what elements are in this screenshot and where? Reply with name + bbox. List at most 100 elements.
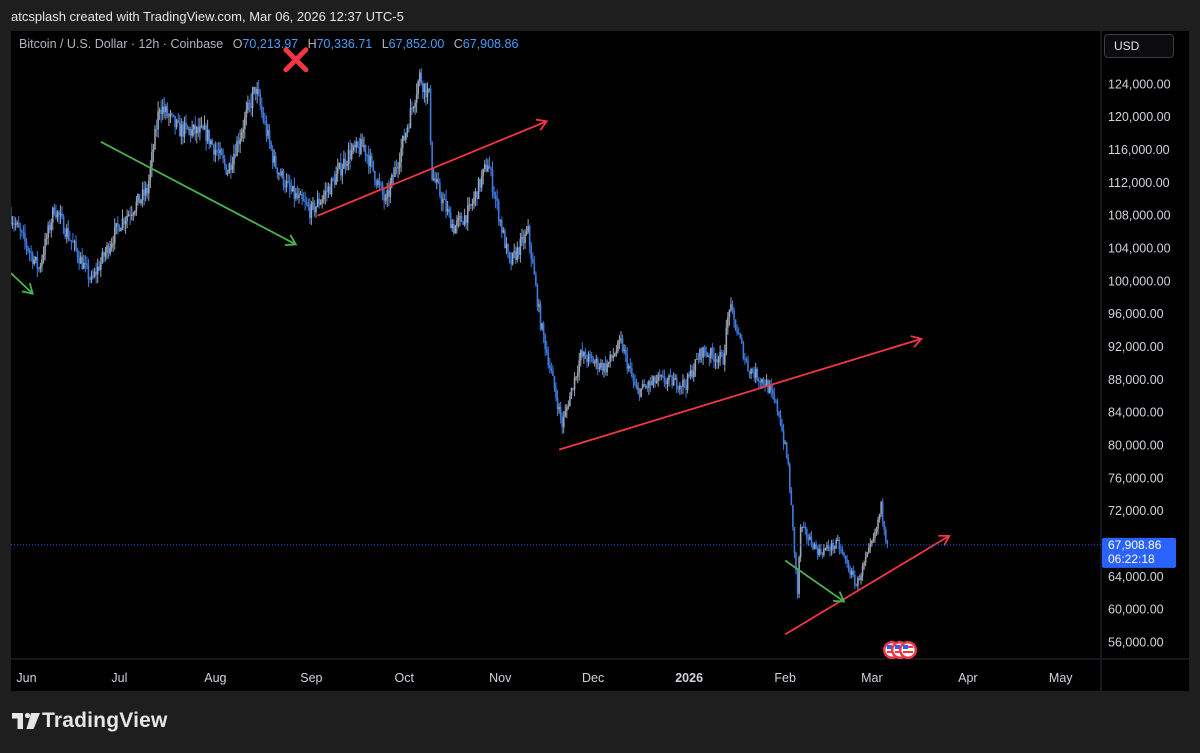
candle-body [333,178,336,185]
currency-button[interactable]: USD [1104,34,1174,58]
candle-body [614,354,616,357]
candle-body [849,570,851,575]
candle-body [699,348,701,360]
candle-body [161,106,164,115]
candle-body [112,243,114,245]
candle-body [758,380,760,382]
time-tick-label: 2026 [675,671,703,685]
candle-body [189,129,192,136]
candle-body [860,575,862,581]
candle-body [480,175,483,188]
candle-body [30,252,32,254]
green-trendline [11,272,34,295]
candle-body [69,239,71,241]
candle-body [459,216,461,218]
candle-body [443,199,446,201]
high-value: 70,336.71 [316,37,373,51]
candle-body [542,323,545,336]
candle-body [321,199,324,203]
candle-body [274,156,277,168]
candle-body [259,94,262,106]
candle-body [655,380,658,384]
candle-body [327,186,330,192]
candle-body [387,190,390,197]
candle-body [748,370,751,375]
candle-body [367,155,370,167]
candle-body [562,416,565,428]
candle-body [640,388,642,397]
candle-body [802,526,805,528]
candle-body [383,194,385,201]
price-tick-label: 108,000.00 [1108,209,1171,223]
candle-body [675,377,678,389]
chart-panel[interactable]: 128,000.00124,000.00120,000.00116,000.00… [11,31,1189,691]
candle-body [762,379,765,384]
price-tick-label: 84,000.00 [1108,406,1164,420]
time-tick-label: Nov [489,671,512,685]
candle-body [843,552,845,557]
candle-body [833,546,836,549]
candle-body [58,211,60,216]
candle-body [728,310,731,318]
candle-body [679,385,681,390]
candle-body [398,162,401,168]
candle-body [600,362,602,368]
candle-body [355,141,358,148]
candle-body [634,381,636,385]
candle-body [867,547,870,553]
candle-body [408,127,410,129]
candle-body [490,168,492,171]
candle-body [222,154,224,159]
green-trendline-arrowhead [832,591,846,603]
candle-body [761,379,763,383]
candle-body [163,106,166,113]
candle-body [533,262,536,275]
candle-body [256,88,258,95]
candle-body [24,232,26,242]
candle-body [446,208,449,212]
candle-body [121,218,124,229]
price-tick-label: 120,000.00 [1108,110,1171,124]
candle-body [310,203,313,218]
candle-body [358,146,361,154]
tradingview-logo: TradingView [12,709,168,733]
candle-body [880,502,882,515]
candle-body [157,111,159,130]
candle-body [631,368,633,377]
candle-body [846,559,848,564]
candle-body [751,369,754,373]
candle-body [123,218,125,225]
candle-body [233,153,235,165]
candle-body [151,152,153,167]
candle-body [601,362,604,372]
candle-body [262,112,265,122]
candle-body [185,122,187,126]
candle-body [75,241,77,250]
candle-body [714,359,717,362]
candle-body [538,304,540,307]
candle-body [497,201,500,221]
candle-body [754,368,757,378]
candle-body [59,213,62,216]
candle-body [86,263,88,266]
candle-body [734,319,737,331]
price-tick-label: 88,000.00 [1108,373,1164,387]
candlestick-chart[interactable]: 128,000.00124,000.00120,000.00116,000.00… [11,31,1189,691]
candle-body [103,252,105,257]
green-trendline-arrowhead [284,234,298,247]
price-tick-label: 116,000.00 [1108,143,1170,157]
candle-body [866,552,869,557]
candle-body [33,260,36,264]
candle-body [107,245,110,254]
candle-body [182,124,184,137]
candle-body [298,194,300,198]
time-tick-label: Aug [204,671,226,685]
candle-body [725,327,728,353]
candle-body [835,539,838,547]
candle-body [470,204,472,206]
candle-body [576,372,579,377]
last-price-value: 67,908.86 [1108,538,1162,552]
candle-body [595,358,598,363]
candle-body [186,125,189,130]
us-flag-event-icon[interactable] [883,641,917,659]
